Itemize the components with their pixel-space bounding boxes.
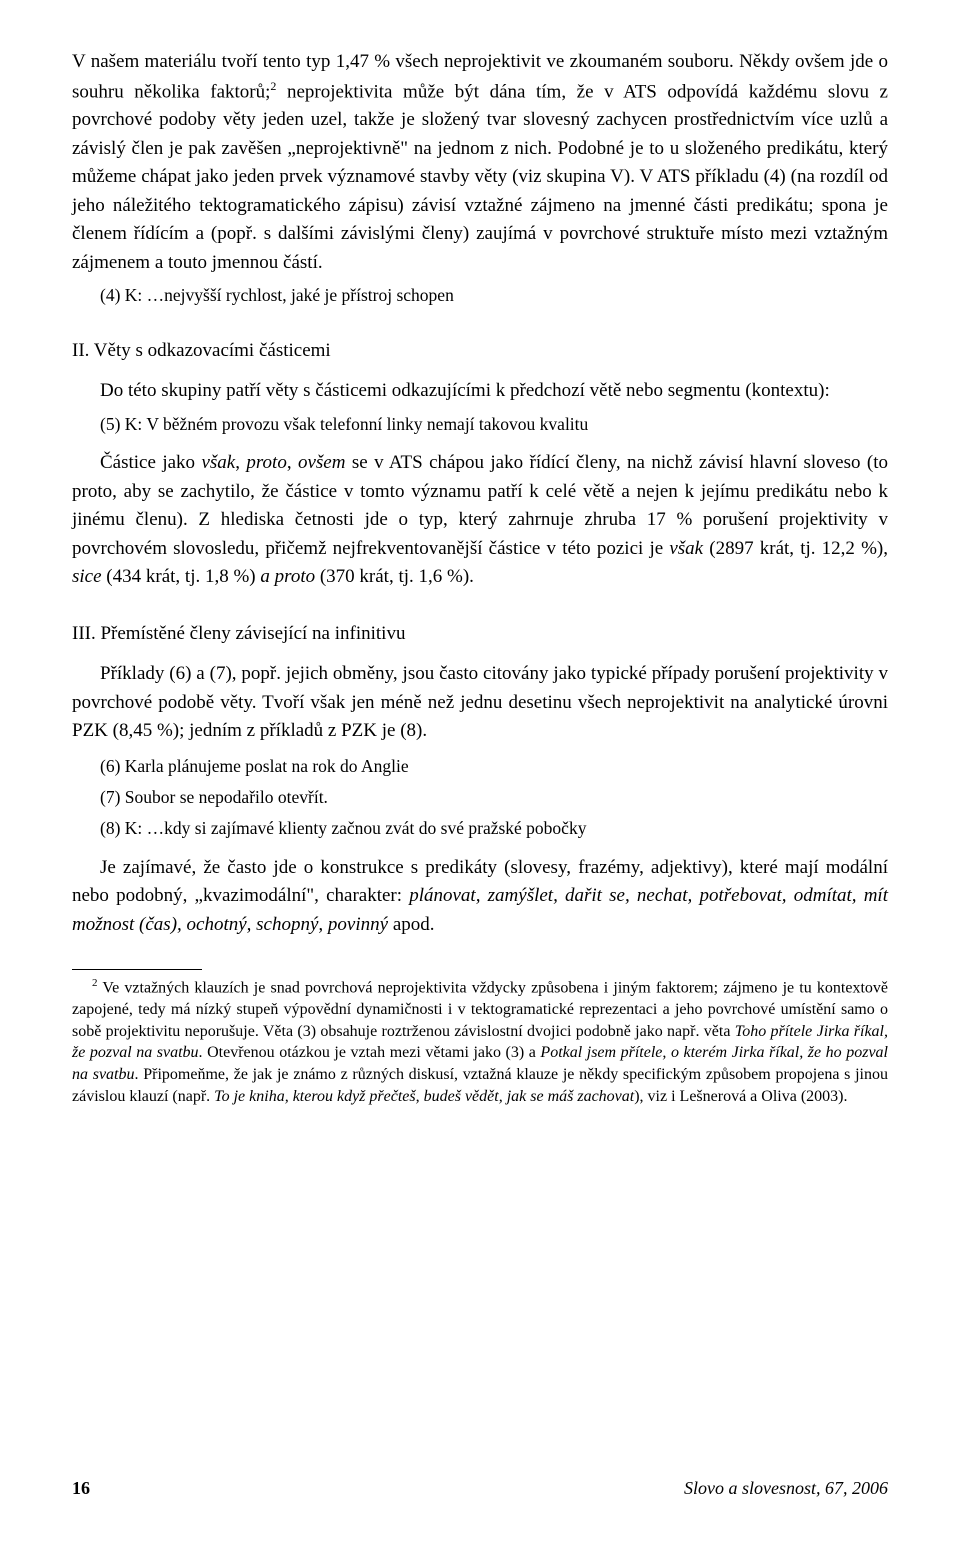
body-paragraph-1: V našem materiálu tvoří tento typ 1,47 %… bbox=[72, 48, 888, 277]
s2f: (434 krát, tj. 1,8 %) bbox=[102, 566, 261, 587]
s2it2: proto bbox=[246, 452, 286, 473]
fn-b: . Otevřenou otázkou je vztah mezi větami… bbox=[199, 1044, 541, 1061]
page-footer: 16 Slovo a slovesnost, 67, 2006 bbox=[72, 1475, 888, 1502]
s2g: (370 krát, tj. 1,6 %). bbox=[315, 566, 474, 587]
s2a: Částice jako bbox=[100, 452, 201, 473]
fn-d: ), viz i Lešnerová a Oliva (2003). bbox=[634, 1088, 847, 1105]
sec2-para1-text: Do této skupiny patří věty s částicemi o… bbox=[100, 380, 830, 401]
s2b: , bbox=[235, 452, 246, 473]
s2it1: však bbox=[201, 452, 235, 473]
s2c: , bbox=[287, 452, 298, 473]
fn-it3: To je kniha, kterou když přečteš, budeš … bbox=[214, 1088, 634, 1105]
example-7: (7) Soubor se nepodařilo otevřít. bbox=[72, 785, 888, 810]
section-2-intro: Do této skupiny patří věty s částicemi o… bbox=[72, 377, 888, 406]
s2it3: ovšem bbox=[298, 452, 345, 473]
s2e: (2897 krát, tj. 12,2 %), bbox=[703, 538, 888, 559]
footnote-2: 2 Ve vztažných klauzích je snad povrchov… bbox=[72, 976, 888, 1107]
para1-text-b: neprojektivita může být dána tím, že v A… bbox=[72, 81, 888, 273]
s2it6: a proto bbox=[260, 566, 315, 587]
example-8: (8) K: …kdy si zajímavé klienty začnou z… bbox=[72, 816, 888, 841]
section-3-intro: Příklady (6) a (7), popř. jejich obměny,… bbox=[72, 660, 888, 746]
s2it5: sice bbox=[72, 566, 102, 587]
section-3-title: III. Přemístěné členy závisející na infi… bbox=[72, 620, 888, 649]
example-5: (5) K: V běžném provozu však telefonní l… bbox=[72, 412, 888, 437]
example-6: (6) Karla plánujeme poslat na rok do Ang… bbox=[72, 754, 888, 779]
example-4: (4) K: …nejvyšší rychlost, jaké je příst… bbox=[72, 283, 888, 308]
section-2-title: II. Věty s odkazovacími částicemi bbox=[72, 337, 888, 366]
section-3-body: Je zajímavé, že často jde o konstrukce s… bbox=[72, 854, 888, 940]
journal-citation: Slovo a slovesnost, 67, 2006 bbox=[684, 1475, 888, 1502]
s2it4: však bbox=[669, 538, 703, 559]
s3b: apod. bbox=[388, 914, 434, 935]
page-number: 16 bbox=[72, 1475, 90, 1502]
section-2-body: Částice jako však, proto, ovšem se v ATS… bbox=[72, 449, 888, 592]
footnote-separator bbox=[72, 969, 202, 970]
